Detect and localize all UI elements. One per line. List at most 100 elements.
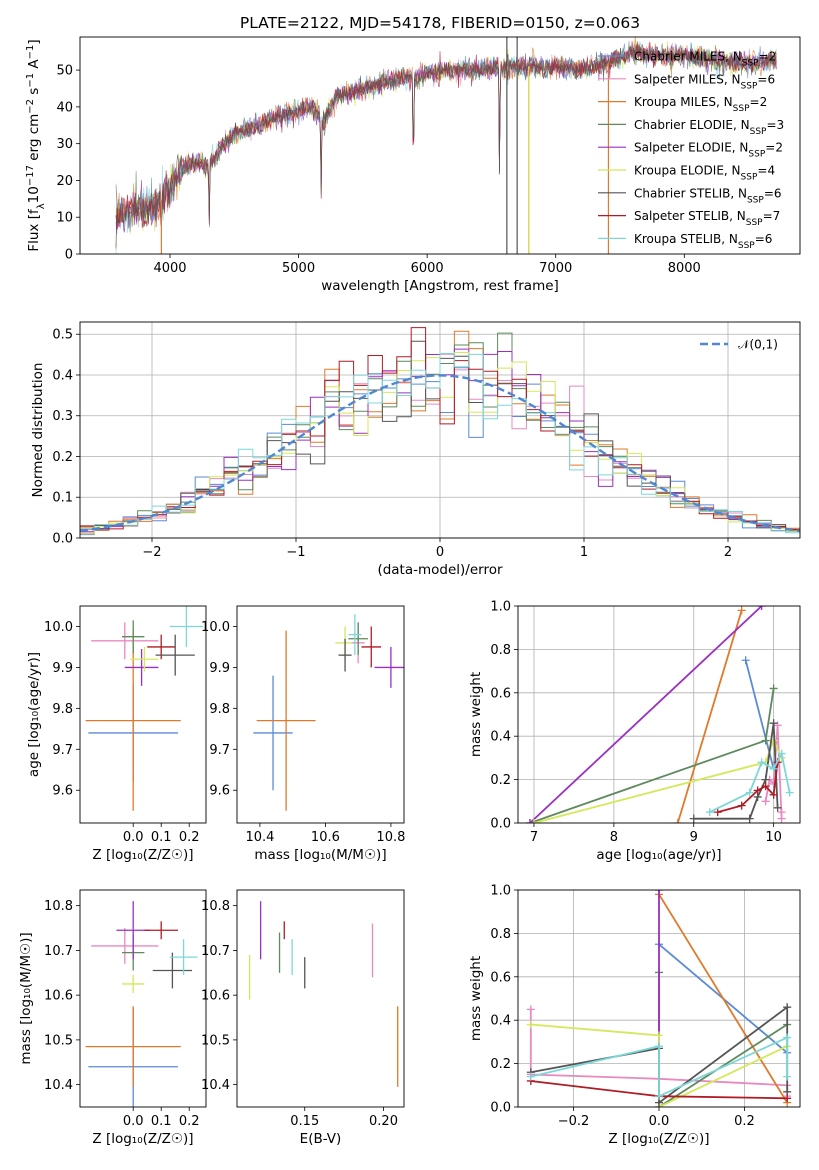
y-tick-label: 9.6 (52, 784, 73, 799)
weight-marker (769, 764, 778, 773)
spectrum-xlabel: wavelength [Angstrom, rest frame] (321, 278, 559, 294)
figure-title: PLATE=2122, MJD=54178, FIBERID=0150, z=0… (240, 14, 640, 32)
weight_vs_Z-plot-area (526, 890, 792, 1107)
weight-marker (777, 808, 786, 817)
weight_vs_Z-xlabel: Z [log₁₀(Z/Z☉)] (608, 1131, 709, 1147)
weight-marker (769, 790, 778, 799)
weight-marker (785, 788, 794, 797)
y-tick-label: 9.9 (52, 661, 73, 676)
weight-marker (526, 1072, 535, 1081)
x-tick-label: −1 (286, 545, 305, 560)
weight_vs_age-frame (517, 605, 801, 824)
errorbar-point (91, 622, 159, 660)
y-tick-label: 0.6 (490, 970, 511, 985)
weight-series-line (717, 762, 779, 813)
mass_vs_Z-xlabel: Z [log₁₀(Z/Z☉)] (92, 1131, 193, 1147)
y-tick-label: 0.4 (52, 368, 73, 383)
errorbar-point (361, 626, 382, 668)
weight_vs_age-xlabel: age [log₁₀(age/yr)] (596, 847, 721, 863)
x-tick-label: 10.8 (376, 830, 405, 845)
y-tick-label: 10.0 (44, 620, 73, 635)
weight_vs_age-ylabel: mass weight (468, 672, 484, 757)
weight-marker (673, 819, 682, 823)
errorbar-point (374, 646, 404, 688)
weight-marker (783, 1003, 792, 1012)
y-tick-label: 10.8 (44, 899, 73, 914)
x-tick-label: 8 (610, 830, 618, 845)
y-tick-label: 30 (56, 137, 73, 152)
y-tick-label: 9.9 (209, 661, 230, 676)
normal-reference-curve (80, 374, 800, 533)
weight-marker (783, 1033, 792, 1042)
weight-marker (757, 758, 766, 767)
age_vs_Z-frame (79, 605, 207, 824)
y-tick-label: 9.7 (209, 743, 230, 758)
x-tick-label: 8000 (668, 261, 701, 276)
legend-entry: Salpeter ELODIE, NSSP=2 (634, 141, 783, 160)
age_vs_mass-frame (236, 605, 405, 824)
y-tick-label: 0.4 (490, 1014, 511, 1029)
weight-series-line (709, 750, 791, 813)
weight-marker (737, 606, 746, 615)
y-tick-label: 10.6 (201, 989, 230, 1004)
x-tick-label: 0.20 (369, 1114, 398, 1129)
y-tick-label: 9.6 (209, 784, 230, 799)
x-tick-label: 0.0 (123, 1114, 144, 1129)
mass_vs_ebv-xlabel: E(B-V) (300, 1131, 342, 1147)
age_vs_Z-ylabel: age [log₁₀(age/yr)] (26, 652, 42, 777)
y-tick-label: 10.6 (44, 989, 73, 1004)
weight-marker (526, 1005, 535, 1014)
errorbar-point (169, 939, 198, 976)
y-tick-label: 10.5 (201, 1033, 230, 1048)
weight-marker (737, 801, 746, 810)
weight_vs_Z-frame (517, 889, 801, 1108)
y-tick-label: 50 (56, 64, 73, 79)
weight_vs_Z-ylabel: mass weight (468, 956, 484, 1041)
residuals-legend: 𝒩(0,1) (700, 338, 778, 352)
x-tick-label: 9 (690, 830, 698, 845)
y-tick-label: 1.0 (490, 600, 511, 615)
y-tick-label: 0.3 (52, 409, 73, 424)
weight-marker (745, 788, 754, 797)
residuals-plot-area (80, 327, 800, 536)
x-tick-label: 0.0 (649, 1114, 670, 1129)
mass_vs_ebv-axes: 0.15 0.20 10.4 10.5 10.6 10.7 10.8 E(B-V) (201, 899, 398, 1147)
weight-marker (757, 606, 766, 610)
spectrum-axes: 4000 5000 6000 7000 8000 0 10 20 30 40 50 wavelengt… (25, 39, 701, 294)
histogram-step (80, 353, 800, 534)
y-tick-label: 0.2 (52, 450, 73, 465)
mass_vs_Z-axes: 0.0 0.1 0.2 10.4 10.5 10.6 10.7 10.8 Z [log₁₀(Z/… (18, 899, 200, 1147)
errorbar-point (144, 921, 178, 940)
spectrum-frame (79, 36, 801, 255)
legend-entry: Kroupa MILES, NSSP=2 (634, 95, 767, 114)
age_vs_Z-plot-area (85, 606, 204, 811)
weight-marker (655, 1031, 663, 1040)
errorbar-point (348, 622, 368, 656)
errorbar-point (91, 928, 159, 964)
weight-marker (705, 808, 714, 817)
y-tick-label: 0.4 (490, 730, 511, 745)
weight-marker (783, 1072, 792, 1081)
x-tick-label: 0 (436, 545, 444, 560)
x-tick-label: 10.6 (311, 830, 340, 845)
y-tick-label: 10.7 (201, 944, 230, 959)
x-tick-label: 1 (580, 545, 588, 560)
weight-series-line (533, 738, 783, 823)
weight-marker (783, 1094, 792, 1103)
mass_vs_ebv-frame (236, 889, 405, 1108)
weight_vs_age-axes: 7 8 9 10 0.0 0.2 0.4 0.6 0.8 1.0 age [log₁₀(age/yr… (468, 600, 800, 863)
age_vs_Z-axes: 0.0 0.1 0.2 9.6 9.7 9.8 9.9 10.0 Z [log₁₀(Z/Z☉)]… (26, 620, 200, 863)
y-tick-label: 10.8 (201, 899, 230, 914)
y-tick-label: 0.0 (52, 532, 73, 547)
y-tick-label: 10.5 (44, 1033, 73, 1048)
x-tick-label: 7000 (539, 261, 572, 276)
errorbar-point (85, 1006, 181, 1087)
mass_vs_Z-frame (79, 889, 207, 1108)
weight-marker (761, 797, 770, 806)
y-tick-label: 0.2 (490, 1057, 511, 1072)
x-tick-label: 6000 (411, 261, 444, 276)
weight-marker (689, 814, 698, 823)
y-tick-label: 0.1 (52, 491, 73, 506)
legend-entry: Chabrier MILES, NSSP=2 (634, 50, 776, 69)
